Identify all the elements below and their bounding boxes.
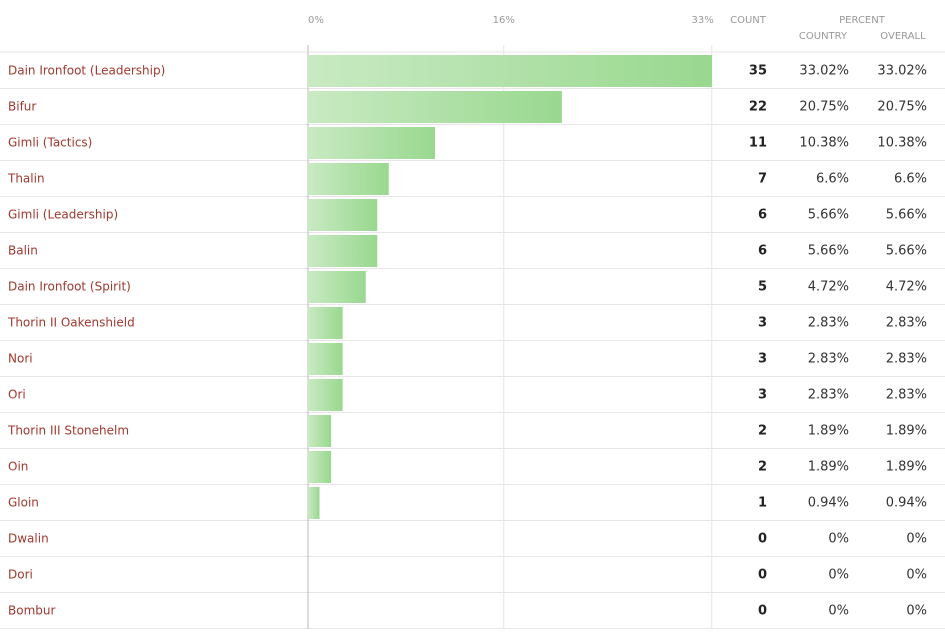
country-percent: 2.83% xyxy=(808,388,849,403)
overall-percent: 5.66% xyxy=(886,244,927,259)
country-percent: 4.72% xyxy=(808,280,849,295)
count: 0 xyxy=(758,568,767,583)
count: 1 xyxy=(758,496,767,511)
row-label: Gloin xyxy=(8,496,39,510)
bar xyxy=(308,271,366,303)
bar xyxy=(308,127,435,159)
count: 35 xyxy=(749,64,767,79)
x-tick-label: 16% xyxy=(493,15,515,26)
overall-percent: 2.83% xyxy=(886,316,927,331)
overall-percent: 5.66% xyxy=(886,208,927,223)
country-percent: 6.6% xyxy=(816,172,849,187)
row-label: Gimli (Leadership) xyxy=(8,208,118,222)
count: 6 xyxy=(758,208,767,223)
country-percent: 10.38% xyxy=(799,136,849,151)
overall-percent: 1.89% xyxy=(886,460,927,475)
overall-percent: 6.6% xyxy=(894,172,927,187)
row-label: Dwalin xyxy=(8,532,49,546)
row-label: Thalin xyxy=(7,172,45,186)
count: 2 xyxy=(758,460,767,475)
bar xyxy=(308,55,712,87)
overall-percent: 0.94% xyxy=(886,496,927,511)
country-percent: 0% xyxy=(828,532,849,547)
x-tick-label: 33% xyxy=(692,15,714,26)
country-percent: 2.83% xyxy=(808,352,849,367)
percent-header: PERCENT xyxy=(839,15,886,26)
bar xyxy=(308,163,389,195)
row-label: Nori xyxy=(8,352,33,366)
overall-percent: 20.75% xyxy=(877,100,927,115)
overall-percent: 10.38% xyxy=(877,136,927,151)
bar xyxy=(308,199,378,231)
count: 22 xyxy=(749,100,767,115)
row-label: Gimli (Tactics) xyxy=(8,136,92,150)
count: 3 xyxy=(758,316,767,331)
country-percent: 5.66% xyxy=(808,244,849,259)
count: 2 xyxy=(758,424,767,439)
count: 3 xyxy=(758,388,767,403)
overall-percent: 2.83% xyxy=(886,352,927,367)
count: 0 xyxy=(758,532,767,547)
country-percent: 2.83% xyxy=(808,316,849,331)
bar xyxy=(308,487,320,519)
country-percent: 1.89% xyxy=(808,460,849,475)
row-label: Dain Ironfoot (Spirit) xyxy=(8,280,131,294)
count: 6 xyxy=(758,244,767,259)
count: 3 xyxy=(758,352,767,367)
overall-percent: 0% xyxy=(906,604,927,619)
overall-percent: 2.83% xyxy=(886,388,927,403)
overall-percent: 0% xyxy=(906,532,927,547)
bar xyxy=(308,307,343,339)
row-label: Bombur xyxy=(8,604,55,618)
count: 0 xyxy=(758,604,767,619)
row-label: Thorin II Oakenshield xyxy=(7,316,135,330)
bar xyxy=(308,235,378,267)
overall-header: OVERALL xyxy=(880,31,926,42)
country-percent: 5.66% xyxy=(808,208,849,223)
count: 7 xyxy=(758,172,767,187)
bar xyxy=(308,451,332,483)
country-percent: 33.02% xyxy=(799,64,849,79)
country-header: COUNTRY xyxy=(799,31,848,42)
country-percent: 20.75% xyxy=(799,100,849,115)
overall-percent: 1.89% xyxy=(886,424,927,439)
overall-percent: 0% xyxy=(906,568,927,583)
bar xyxy=(308,415,332,447)
bar xyxy=(308,379,343,411)
row-label: Bifur xyxy=(8,100,36,114)
row-label: Balin xyxy=(8,244,38,258)
country-percent: 0% xyxy=(828,568,849,583)
country-percent: 0.94% xyxy=(808,496,849,511)
bar xyxy=(308,343,343,375)
overall-percent: 4.72% xyxy=(886,280,927,295)
count-header: COUNT xyxy=(730,15,767,26)
country-percent: 1.89% xyxy=(808,424,849,439)
country-percent: 0% xyxy=(828,604,849,619)
count: 11 xyxy=(749,136,767,151)
row-label: Oin xyxy=(8,460,28,474)
row-label: Ori xyxy=(8,388,26,402)
x-tick-label: 0% xyxy=(308,15,324,26)
row-label: Dain Ironfoot (Leadership) xyxy=(8,64,165,78)
row-label: Thorin III Stonehelm xyxy=(7,424,129,438)
bar xyxy=(308,91,562,123)
count: 5 xyxy=(758,280,767,295)
overall-percent: 33.02% xyxy=(877,64,927,79)
row-label: Dori xyxy=(8,568,33,582)
